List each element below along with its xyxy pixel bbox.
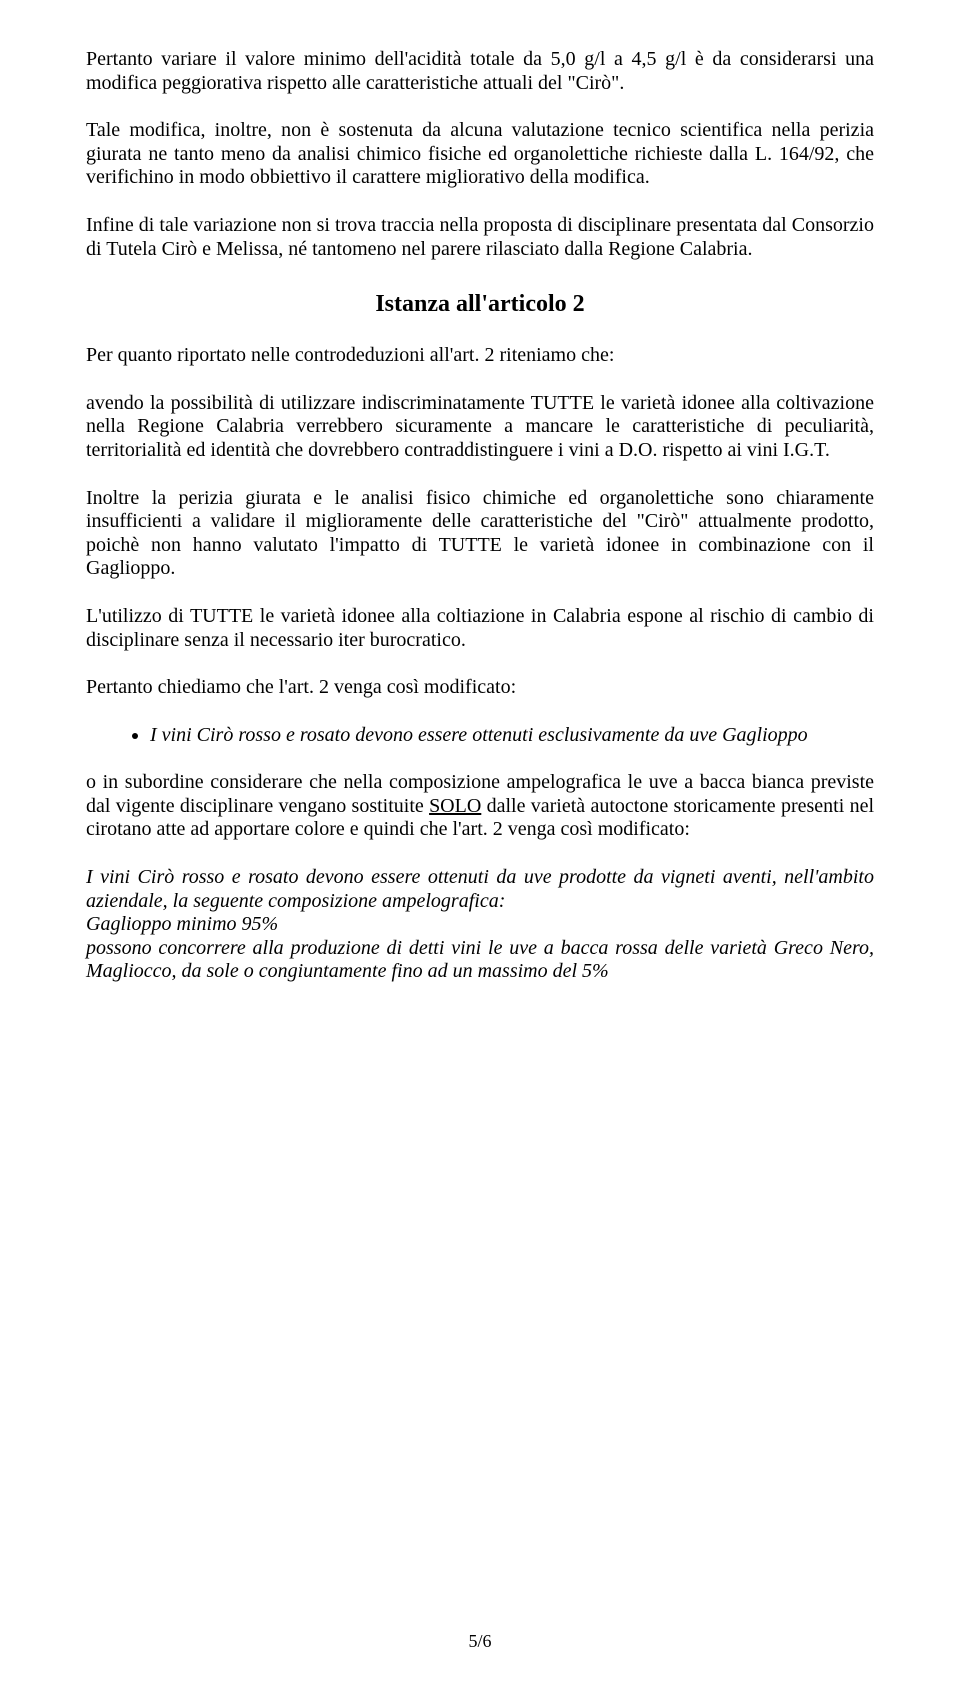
paragraph: o in subordine considerare che nella com… (86, 771, 874, 842)
paragraph: Pertanto variare il valore minimo dell'a… (86, 48, 874, 95)
paragraph: Pertanto chiediamo che l'art. 2 venga co… (86, 676, 874, 700)
italic-paragraph: I vini Cirò rosso e rosato devono essere… (86, 866, 874, 913)
list-item: I vini Cirò rosso e rosato devono essere… (150, 724, 874, 748)
paragraph: L'utilizzo di TUTTE le varietà idonee al… (86, 605, 874, 652)
paragraph: Inoltre la perizia giurata e le analisi … (86, 487, 874, 581)
paragraph: avendo la possibilità di utilizzare indi… (86, 392, 874, 463)
paragraph: Infine di tale variazione non si trova t… (86, 214, 874, 261)
italic-paragraph: possono concorrere alla produzione di de… (86, 937, 874, 984)
page-number: 5/6 (0, 1631, 960, 1652)
section-heading: Istanza all'articolo 2 (86, 291, 874, 318)
underlined-text: SOLO (429, 795, 481, 817)
paragraph: Per quanto riportato nelle controdeduzio… (86, 344, 874, 368)
italic-paragraph: Gaglioppo minimo 95% (86, 913, 874, 937)
paragraph: Tale modifica, inoltre, non è sostenuta … (86, 119, 874, 190)
bullet-list: I vini Cirò rosso e rosato devono essere… (86, 724, 874, 748)
